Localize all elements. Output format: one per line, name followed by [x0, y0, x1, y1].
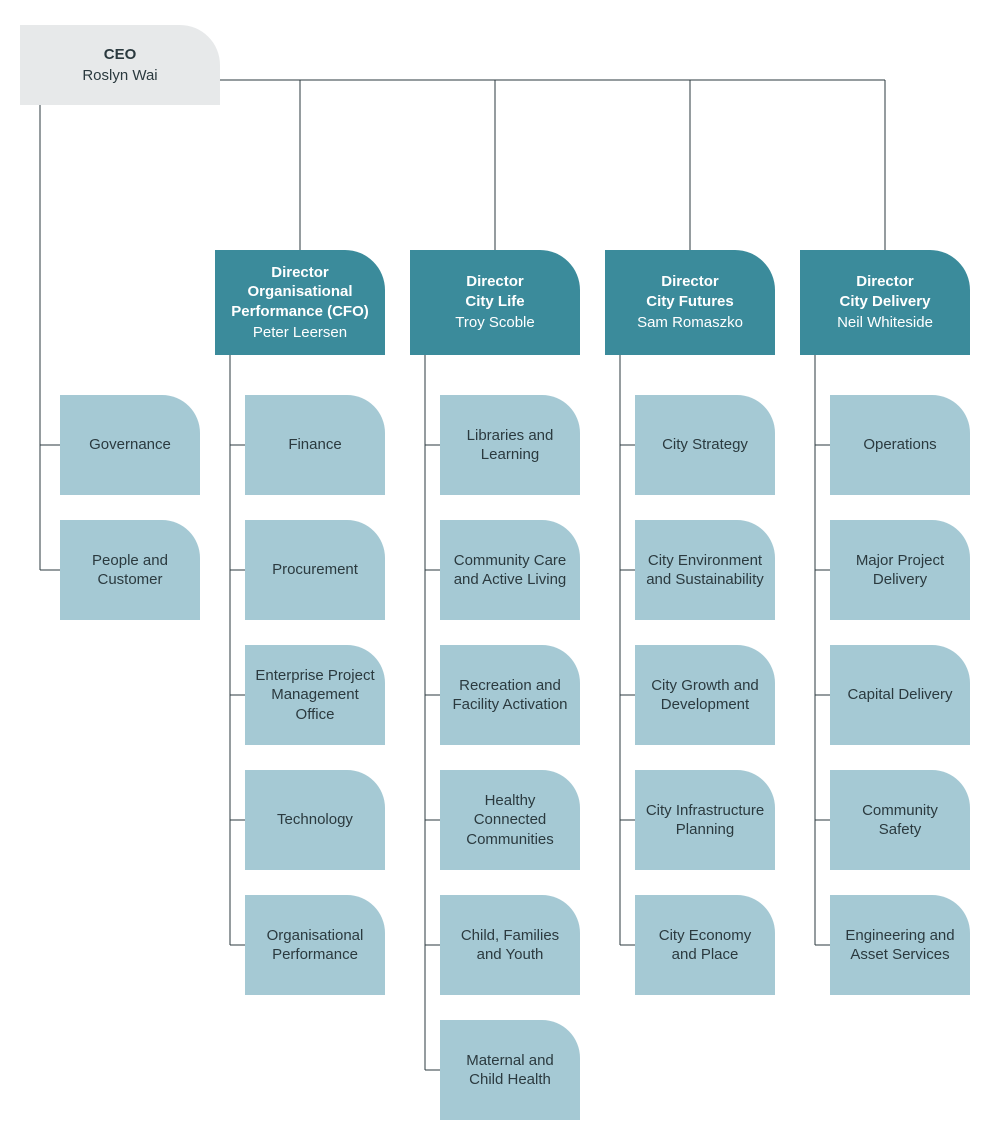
dept-label: People and Customer: [70, 551, 190, 590]
director-name: Sam Romaszko: [637, 313, 743, 333]
dept-box: Capital Delivery: [830, 645, 970, 745]
director-title-line1: Director: [856, 272, 914, 292]
org-chart: CEORoslyn Wai Governance People and Custom…: [20, 20, 975, 1111]
dept-label: City Economy and Place: [645, 926, 765, 965]
dept-label: Major Project Delivery: [840, 551, 960, 590]
director-title-line2: Organisational: [247, 282, 352, 302]
dept-box: Engineering and Asset Services: [830, 895, 970, 995]
director-title-line1: Director: [466, 272, 524, 292]
dept-label: Enterprise Project Management Office: [255, 666, 375, 725]
dept-label: City Growth and Development: [645, 676, 765, 715]
dept-box: Libraries and Learning: [440, 395, 580, 495]
dept-box: Healthy Connected Communities: [440, 770, 580, 870]
dept-box: Major Project Delivery: [830, 520, 970, 620]
dept-box: Community Safety: [830, 770, 970, 870]
dept-box: Recreation and Facility Activation: [440, 645, 580, 745]
director-box: DirectorCity DeliveryNeil Whiteside: [800, 250, 970, 355]
dept-label: Community Care and Active Living: [450, 551, 570, 590]
dept-label: Community Safety: [840, 801, 960, 840]
dept-label: City Environment and Sustainability: [645, 551, 765, 590]
dept-label: Procurement: [272, 560, 358, 580]
dept-label: Finance: [288, 435, 341, 455]
dept-box: Child, Families and Youth: [440, 895, 580, 995]
dept-box: Procurement: [245, 520, 385, 620]
director-box: DirectorCity LifeTroy Scoble: [410, 250, 580, 355]
ceo-name: Roslyn Wai: [82, 66, 157, 86]
dept-label: Capital Delivery: [847, 685, 952, 705]
dept-label: Child, Families and Youth: [450, 926, 570, 965]
director-name: Peter Leersen: [253, 323, 347, 343]
dept-box: Community Care and Active Living: [440, 520, 580, 620]
director-title-line2: City Delivery: [840, 292, 931, 312]
dept-label: Technology: [277, 810, 353, 830]
ceo-dept-box: Governance: [60, 395, 200, 495]
dept-box: Operations: [830, 395, 970, 495]
dept-box: City Growth and Development: [635, 645, 775, 745]
dept-label: City Strategy: [662, 435, 748, 455]
ceo-dept-box: People and Customer: [60, 520, 200, 620]
dept-box: City Strategy: [635, 395, 775, 495]
director-name: Troy Scoble: [455, 313, 534, 333]
dept-box: Finance: [245, 395, 385, 495]
director-title-line1: Director: [661, 272, 719, 292]
dept-label: Operations: [863, 435, 936, 455]
director-box: DirectorCity FuturesSam Romaszko: [605, 250, 775, 355]
director-title-line2: City Life: [465, 292, 524, 312]
ceo-title: CEO: [104, 45, 137, 65]
dept-box: Technology: [245, 770, 385, 870]
dept-box: Maternal and Child Health: [440, 1020, 580, 1120]
dept-box: Organisational Performance: [245, 895, 385, 995]
dept-label: Organisational Performance: [255, 926, 375, 965]
dept-box: City Infrastructure Planning: [635, 770, 775, 870]
dept-box: Enterprise Project Management Office: [245, 645, 385, 745]
dept-label: Libraries and Learning: [450, 426, 570, 465]
dept-label: Engineering and Asset Services: [840, 926, 960, 965]
director-box: DirectorOrganisationalPerformance (CFO)P…: [215, 250, 385, 355]
dept-label: Maternal and Child Health: [450, 1051, 570, 1090]
dept-label: City Infrastructure Planning: [645, 801, 765, 840]
director-title-line1: Director: [271, 263, 329, 283]
dept-label: Recreation and Facility Activation: [450, 676, 570, 715]
dept-box: City Environment and Sustainability: [635, 520, 775, 620]
director-title-line2: City Futures: [646, 292, 734, 312]
director-name: Neil Whiteside: [837, 313, 933, 333]
director-title-line3: Performance (CFO): [231, 302, 369, 322]
dept-box: City Economy and Place: [635, 895, 775, 995]
ceo-box: CEORoslyn Wai: [20, 25, 220, 105]
dept-label: Governance: [89, 435, 171, 455]
dept-label: Healthy Connected Communities: [450, 791, 570, 850]
